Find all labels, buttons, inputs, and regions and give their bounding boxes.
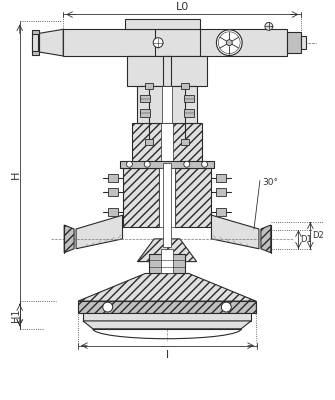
Circle shape: [216, 30, 242, 56]
Polygon shape: [261, 225, 271, 253]
Polygon shape: [64, 225, 74, 253]
Polygon shape: [127, 56, 207, 86]
Circle shape: [202, 161, 208, 167]
Circle shape: [127, 161, 132, 167]
Polygon shape: [161, 249, 173, 274]
Polygon shape: [216, 174, 226, 182]
Polygon shape: [163, 56, 171, 86]
Polygon shape: [216, 208, 226, 216]
Polygon shape: [162, 86, 172, 123]
Polygon shape: [163, 163, 171, 247]
Polygon shape: [140, 94, 150, 102]
Circle shape: [184, 161, 190, 167]
Text: D1: D1: [300, 235, 312, 244]
Polygon shape: [78, 301, 256, 313]
Polygon shape: [63, 29, 287, 56]
Polygon shape: [76, 215, 123, 249]
Polygon shape: [120, 161, 214, 168]
Polygon shape: [31, 34, 38, 51]
Polygon shape: [132, 123, 202, 163]
Polygon shape: [137, 239, 197, 262]
Circle shape: [144, 161, 150, 167]
Polygon shape: [211, 215, 259, 249]
Polygon shape: [184, 109, 194, 117]
Polygon shape: [40, 29, 63, 56]
Circle shape: [218, 32, 240, 54]
Polygon shape: [31, 30, 40, 55]
Polygon shape: [78, 274, 256, 301]
Polygon shape: [184, 94, 194, 102]
Polygon shape: [126, 20, 200, 29]
Polygon shape: [302, 36, 307, 49]
Text: 30°: 30°: [262, 178, 278, 187]
Polygon shape: [287, 32, 302, 53]
Polygon shape: [108, 174, 118, 182]
Polygon shape: [216, 188, 226, 196]
Polygon shape: [137, 86, 197, 123]
Polygon shape: [145, 83, 153, 89]
Polygon shape: [83, 313, 251, 321]
Text: l: l: [166, 350, 169, 360]
Circle shape: [103, 302, 113, 312]
Text: H: H: [11, 171, 21, 179]
Text: D2: D2: [312, 231, 324, 240]
Circle shape: [226, 40, 232, 46]
Polygon shape: [181, 83, 189, 89]
Polygon shape: [140, 109, 150, 117]
Polygon shape: [108, 188, 118, 196]
Polygon shape: [161, 123, 173, 163]
Text: H1: H1: [11, 308, 21, 322]
Circle shape: [153, 38, 163, 48]
Polygon shape: [181, 139, 189, 145]
Polygon shape: [123, 168, 159, 227]
Polygon shape: [108, 208, 118, 216]
Text: L0: L0: [176, 2, 189, 12]
Polygon shape: [149, 254, 185, 274]
Polygon shape: [159, 168, 175, 227]
Circle shape: [221, 302, 231, 312]
Circle shape: [265, 22, 273, 30]
Polygon shape: [83, 321, 251, 329]
Polygon shape: [145, 139, 153, 145]
Polygon shape: [175, 168, 211, 227]
